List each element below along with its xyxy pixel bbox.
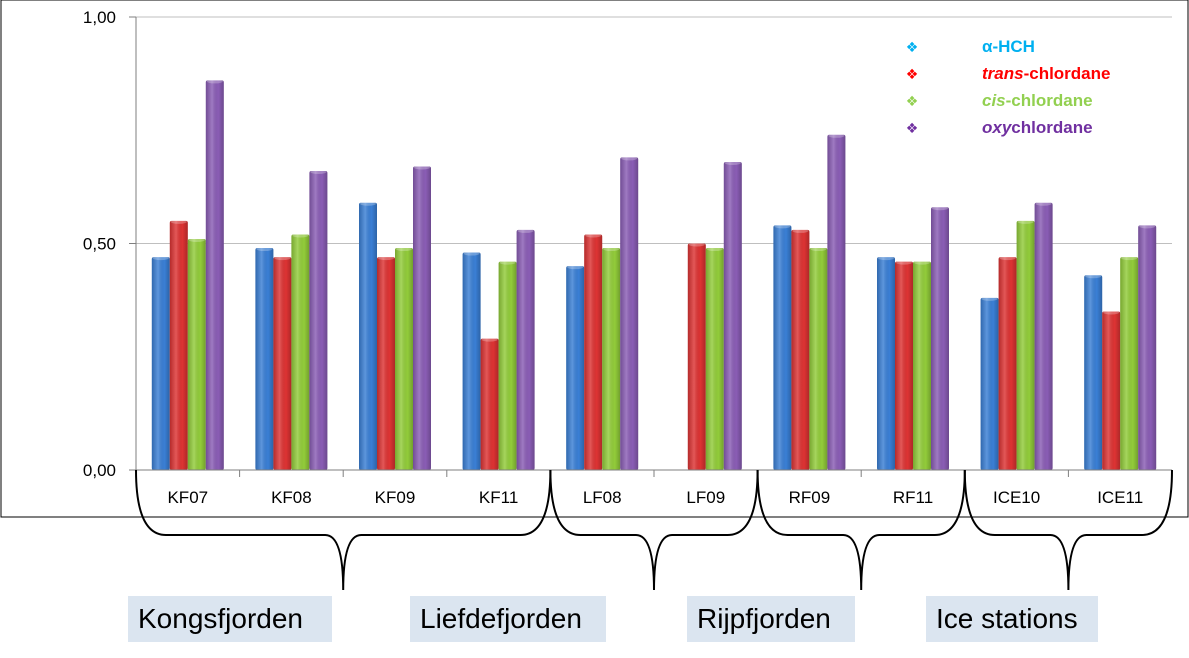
bar — [169, 219, 188, 470]
bar — [1034, 201, 1053, 471]
bar — [602, 247, 621, 470]
region-brace — [549, 469, 759, 591]
y-tick-label: 0,50 — [83, 235, 116, 254]
legend-entry: cis-chlordane — [982, 91, 1093, 110]
x-tick-label: KF07 — [167, 488, 208, 507]
bar — [1084, 274, 1103, 470]
bar — [1102, 310, 1121, 470]
region-label: Kongsfjorden — [128, 596, 332, 642]
bar — [255, 247, 274, 470]
x-tick-label: RF09 — [789, 488, 831, 507]
bar — [187, 237, 206, 470]
bar — [913, 260, 931, 470]
region-brace — [756, 469, 966, 591]
x-tick-label: LF08 — [583, 488, 622, 507]
bar — [827, 133, 846, 470]
legend-entry: oxychlordane — [982, 118, 1093, 137]
region-label: Liefdefjorden — [410, 596, 606, 642]
x-axis-ticks: KF07 KF08 KF09 KF11 LF08 LF09 RF09 RF11 ICE10 ICE… — [135, 470, 1173, 507]
x-tick-label: RF11 — [893, 488, 933, 507]
legend-marker-icon: ❖ — [906, 93, 919, 109]
bar — [359, 201, 377, 471]
bar — [480, 337, 499, 470]
legend-entry: trans-chlordane — [982, 64, 1110, 83]
y-tick-label: 0,00 — [83, 461, 116, 480]
bar — [809, 247, 828, 470]
bar — [498, 260, 517, 470]
bar — [895, 260, 913, 470]
bar — [1016, 219, 1035, 470]
bar — [705, 247, 724, 470]
bar — [791, 228, 810, 470]
y-axis-ticks: 0,00 0,50 1,00 — [83, 8, 136, 480]
x-tick-label: KF09 — [375, 488, 416, 507]
bar — [516, 228, 535, 470]
bar — [566, 265, 585, 470]
region-label: Rijpfjorden — [687, 596, 855, 642]
y-tick-label: 1,00 — [83, 8, 116, 27]
x-tick-label: ICE11 — [1097, 488, 1143, 507]
x-tick-label: KF11 — [479, 488, 518, 507]
bar — [151, 256, 170, 470]
bar — [1138, 224, 1157, 470]
bar — [273, 256, 292, 470]
legend-marker-icon: ❖ — [906, 120, 919, 136]
region-label: Ice stations — [926, 596, 1098, 642]
legend-entry: α-HCH — [982, 37, 1035, 56]
bar — [687, 242, 706, 470]
legend-marker-icon: ❖ — [906, 39, 919, 55]
bar — [291, 233, 310, 470]
bar — [877, 256, 895, 470]
bar — [205, 79, 224, 471]
bar — [723, 160, 742, 470]
bar — [998, 256, 1017, 470]
x-tick-label: ICE10 — [993, 488, 1040, 507]
bar — [413, 165, 431, 471]
bar — [309, 170, 328, 470]
bar — [773, 224, 792, 470]
bars — [151, 79, 1157, 471]
bar — [980, 296, 999, 470]
region-braces — [135, 469, 1173, 591]
x-tick-label: KF08 — [271, 488, 312, 507]
region-brace — [963, 469, 1173, 591]
legend: ❖ α-HCH ❖ trans-chlordane ❖ cis-chlordane ❖ oxy… — [906, 37, 1111, 137]
bar — [931, 206, 949, 470]
bar — [584, 233, 603, 470]
bar — [462, 251, 481, 470]
bar — [620, 156, 639, 470]
bar — [395, 247, 413, 470]
bar — [1120, 256, 1139, 470]
region-brace — [135, 469, 552, 591]
legend-marker-icon: ❖ — [906, 66, 919, 82]
x-tick-label: LF09 — [686, 488, 725, 507]
bar — [377, 256, 395, 470]
